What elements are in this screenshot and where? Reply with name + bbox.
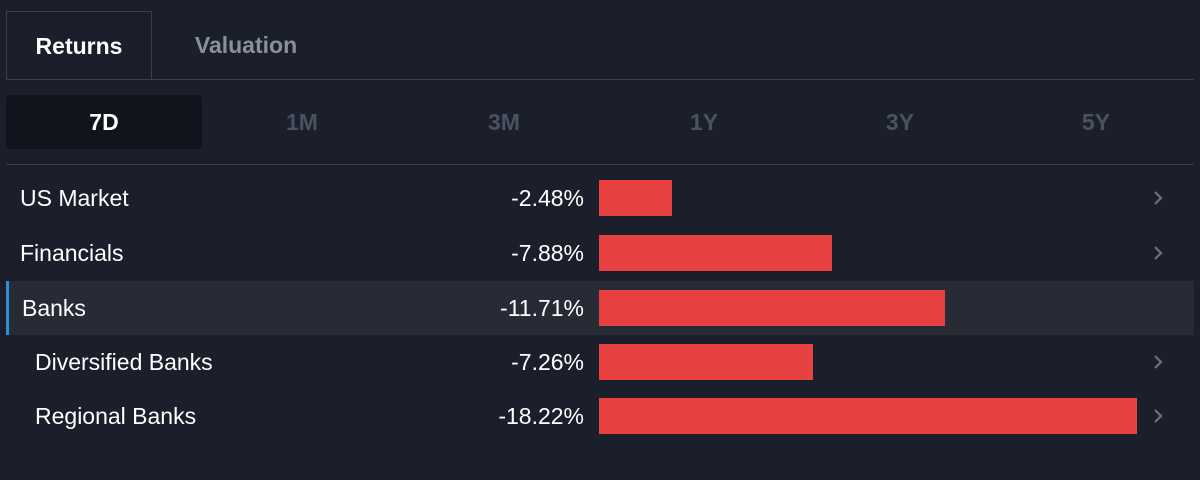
row-label: Financials [20, 240, 124, 266]
row-regional-banks[interactable]: Regional Banks -18.22% [6, 389, 1194, 443]
row-value: -2.48% [511, 185, 584, 211]
row-us-market[interactable]: US Market -2.48% [6, 171, 1194, 225]
return-bar [599, 290, 945, 326]
tab-valuation[interactable]: Valuation [194, 32, 298, 58]
chevron-right-icon[interactable] [1148, 389, 1168, 443]
row-label: Regional Banks [35, 403, 197, 429]
row-value: -7.26% [511, 349, 584, 375]
row-diversified-banks[interactable]: Diversified Banks -7.26% [6, 335, 1194, 389]
row-financials[interactable]: Financials -7.88% [6, 226, 1194, 280]
divider [6, 164, 1194, 165]
period-3m[interactable]: 3M [488, 109, 520, 135]
row-value: -18.22% [498, 403, 584, 429]
period-1y[interactable]: 1Y [689, 109, 719, 135]
return-bar [599, 398, 1137, 434]
row-label: Banks [22, 295, 86, 321]
row-label: Diversified Banks [35, 349, 213, 375]
row-value: -7.88% [511, 240, 584, 266]
period-3y[interactable]: 3Y [885, 109, 915, 135]
period-7d[interactable]: 7D [6, 95, 202, 149]
return-bar [599, 180, 672, 216]
return-bar [599, 344, 813, 380]
period-1m[interactable]: 1M [286, 109, 318, 135]
period-5y[interactable]: 5Y [1081, 109, 1111, 135]
chevron-right-icon[interactable] [1148, 226, 1168, 280]
period-selector: 7D 1M 3M 1Y 3Y 5Y [6, 95, 1194, 153]
row-value: -11.71% [500, 295, 584, 321]
view-tabs: Returns Valuation [6, 11, 1194, 80]
chevron-right-icon[interactable] [1148, 171, 1168, 225]
return-bar [599, 235, 832, 271]
row-label: US Market [20, 185, 129, 211]
tab-returns[interactable]: Returns [6, 11, 152, 79]
row-banks[interactable]: Banks -11.71% [6, 281, 1194, 335]
chevron-right-icon[interactable] [1148, 335, 1168, 389]
selected-indicator [6, 281, 9, 335]
